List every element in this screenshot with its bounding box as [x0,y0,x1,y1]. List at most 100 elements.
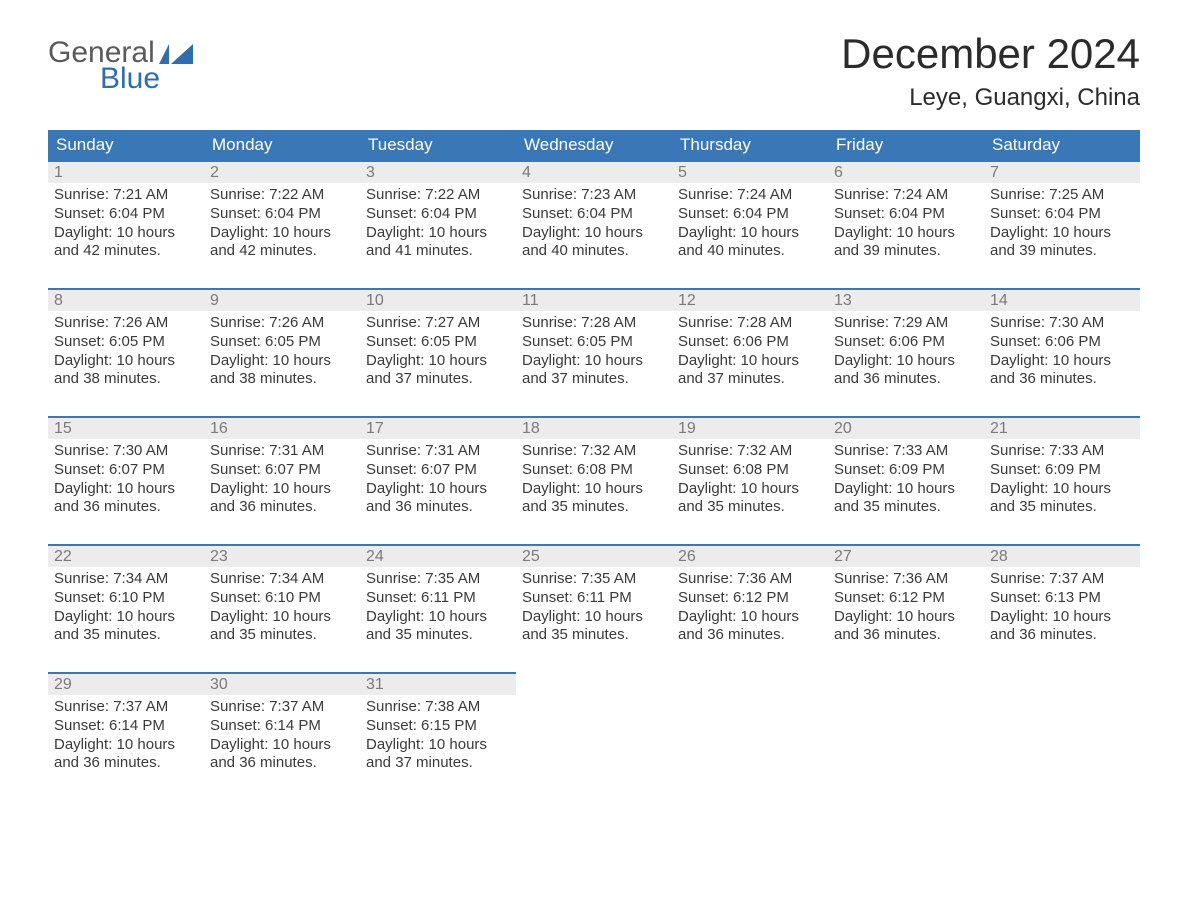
day-details: Sunrise: 7:27 AMSunset: 6:05 PMDaylight:… [360,311,516,395]
calendar-cell: 11Sunrise: 7:28 AMSunset: 6:05 PMDayligh… [516,288,672,416]
day-details: Sunrise: 7:37 AMSunset: 6:14 PMDaylight:… [204,695,360,779]
sunset-text: Sunset: 6:06 PM [678,333,822,352]
daylight-text: Daylight: 10 hours and 36 minutes. [990,352,1134,390]
daylight-text: Daylight: 10 hours and 35 minutes. [990,480,1134,518]
day-number: 11 [516,288,672,311]
sunrise-text: Sunrise: 7:37 AM [54,698,198,717]
day-number: 19 [672,416,828,439]
weekday-header: Sunday [48,130,204,160]
day-details: Sunrise: 7:32 AMSunset: 6:08 PMDaylight:… [672,439,828,523]
day-details: Sunrise: 7:25 AMSunset: 6:04 PMDaylight:… [984,183,1140,267]
day-details: Sunrise: 7:38 AMSunset: 6:15 PMDaylight:… [360,695,516,779]
calendar-cell: 23Sunrise: 7:34 AMSunset: 6:10 PMDayligh… [204,544,360,672]
sunrise-text: Sunrise: 7:36 AM [678,570,822,589]
sunset-text: Sunset: 6:12 PM [834,589,978,608]
day-number: 13 [828,288,984,311]
sunset-text: Sunset: 6:04 PM [990,205,1134,224]
page-header: General Blue December 2024 Leye, Guangxi… [48,30,1140,112]
sunrise-text: Sunrise: 7:28 AM [522,314,666,333]
sunset-text: Sunset: 6:04 PM [522,205,666,224]
daylight-text: Daylight: 10 hours and 40 minutes. [678,224,822,262]
day-details: Sunrise: 7:33 AMSunset: 6:09 PMDaylight:… [984,439,1140,523]
sunrise-text: Sunrise: 7:38 AM [366,698,510,717]
sunrise-text: Sunrise: 7:24 AM [834,186,978,205]
sunset-text: Sunset: 6:08 PM [678,461,822,480]
sunrise-text: Sunrise: 7:34 AM [210,570,354,589]
daylight-text: Daylight: 10 hours and 35 minutes. [366,608,510,646]
day-number: 9 [204,288,360,311]
calendar-cell: 14Sunrise: 7:30 AMSunset: 6:06 PMDayligh… [984,288,1140,416]
day-number: 3 [360,160,516,183]
calendar-cell: 26Sunrise: 7:36 AMSunset: 6:12 PMDayligh… [672,544,828,672]
sunrise-text: Sunrise: 7:31 AM [366,442,510,461]
day-number: 28 [984,544,1140,567]
calendar-row: 22Sunrise: 7:34 AMSunset: 6:10 PMDayligh… [48,544,1140,672]
day-number: 5 [672,160,828,183]
sunrise-text: Sunrise: 7:37 AM [210,698,354,717]
weekday-header: Wednesday [516,130,672,160]
daylight-text: Daylight: 10 hours and 36 minutes. [366,480,510,518]
day-details: Sunrise: 7:26 AMSunset: 6:05 PMDaylight:… [48,311,204,395]
calendar-cell: 28Sunrise: 7:37 AMSunset: 6:13 PMDayligh… [984,544,1140,672]
day-number: 12 [672,288,828,311]
day-details: Sunrise: 7:24 AMSunset: 6:04 PMDaylight:… [672,183,828,267]
sunrise-text: Sunrise: 7:31 AM [210,442,354,461]
sunrise-text: Sunrise: 7:35 AM [366,570,510,589]
calendar-row: 15Sunrise: 7:30 AMSunset: 6:07 PMDayligh… [48,416,1140,544]
day-details: Sunrise: 7:23 AMSunset: 6:04 PMDaylight:… [516,183,672,267]
day-number: 14 [984,288,1140,311]
day-details: Sunrise: 7:37 AMSunset: 6:13 PMDaylight:… [984,567,1140,651]
sunrise-text: Sunrise: 7:26 AM [54,314,198,333]
sunset-text: Sunset: 6:12 PM [678,589,822,608]
sunrise-text: Sunrise: 7:24 AM [678,186,822,205]
month-title: December 2024 [841,30,1140,78]
sunrise-text: Sunrise: 7:32 AM [678,442,822,461]
sunset-text: Sunset: 6:11 PM [522,589,666,608]
brand-part2: Blue [48,64,193,94]
calendar-cell [516,672,672,800]
calendar-cell: 19Sunrise: 7:32 AMSunset: 6:08 PMDayligh… [672,416,828,544]
day-number: 24 [360,544,516,567]
calendar-cell: 9Sunrise: 7:26 AMSunset: 6:05 PMDaylight… [204,288,360,416]
daylight-text: Daylight: 10 hours and 35 minutes. [522,480,666,518]
sunrise-text: Sunrise: 7:34 AM [54,570,198,589]
sunset-text: Sunset: 6:14 PM [210,717,354,736]
sunrise-text: Sunrise: 7:22 AM [210,186,354,205]
day-number: 4 [516,160,672,183]
day-details: Sunrise: 7:35 AMSunset: 6:11 PMDaylight:… [516,567,672,651]
calendar-cell: 2Sunrise: 7:22 AMSunset: 6:04 PMDaylight… [204,160,360,288]
day-number: 16 [204,416,360,439]
sunset-text: Sunset: 6:05 PM [366,333,510,352]
weekday-header: Monday [204,130,360,160]
daylight-text: Daylight: 10 hours and 37 minutes. [366,736,510,774]
sunset-text: Sunset: 6:06 PM [990,333,1134,352]
calendar-cell: 29Sunrise: 7:37 AMSunset: 6:14 PMDayligh… [48,672,204,800]
day-details: Sunrise: 7:21 AMSunset: 6:04 PMDaylight:… [48,183,204,267]
daylight-text: Daylight: 10 hours and 41 minutes. [366,224,510,262]
day-details: Sunrise: 7:31 AMSunset: 6:07 PMDaylight:… [360,439,516,523]
daylight-text: Daylight: 10 hours and 36 minutes. [210,480,354,518]
sunrise-text: Sunrise: 7:26 AM [210,314,354,333]
daylight-text: Daylight: 10 hours and 42 minutes. [210,224,354,262]
calendar-cell: 13Sunrise: 7:29 AMSunset: 6:06 PMDayligh… [828,288,984,416]
calendar-cell: 31Sunrise: 7:38 AMSunset: 6:15 PMDayligh… [360,672,516,800]
calendar-row: 1Sunrise: 7:21 AMSunset: 6:04 PMDaylight… [48,160,1140,288]
day-details: Sunrise: 7:36 AMSunset: 6:12 PMDaylight:… [828,567,984,651]
calendar-cell: 24Sunrise: 7:35 AMSunset: 6:11 PMDayligh… [360,544,516,672]
day-number: 7 [984,160,1140,183]
sunset-text: Sunset: 6:09 PM [834,461,978,480]
calendar-cell: 27Sunrise: 7:36 AMSunset: 6:12 PMDayligh… [828,544,984,672]
day-number: 22 [48,544,204,567]
weekday-header: Friday [828,130,984,160]
daylight-text: Daylight: 10 hours and 39 minutes. [990,224,1134,262]
day-details: Sunrise: 7:22 AMSunset: 6:04 PMDaylight:… [360,183,516,267]
sunrise-text: Sunrise: 7:22 AM [366,186,510,205]
location-subtitle: Leye, Guangxi, China [841,84,1140,112]
day-number: 29 [48,672,204,695]
sunrise-text: Sunrise: 7:37 AM [990,570,1134,589]
day-details: Sunrise: 7:30 AMSunset: 6:07 PMDaylight:… [48,439,204,523]
day-details: Sunrise: 7:31 AMSunset: 6:07 PMDaylight:… [204,439,360,523]
sunset-text: Sunset: 6:08 PM [522,461,666,480]
daylight-text: Daylight: 10 hours and 36 minutes. [990,608,1134,646]
calendar-cell: 17Sunrise: 7:31 AMSunset: 6:07 PMDayligh… [360,416,516,544]
